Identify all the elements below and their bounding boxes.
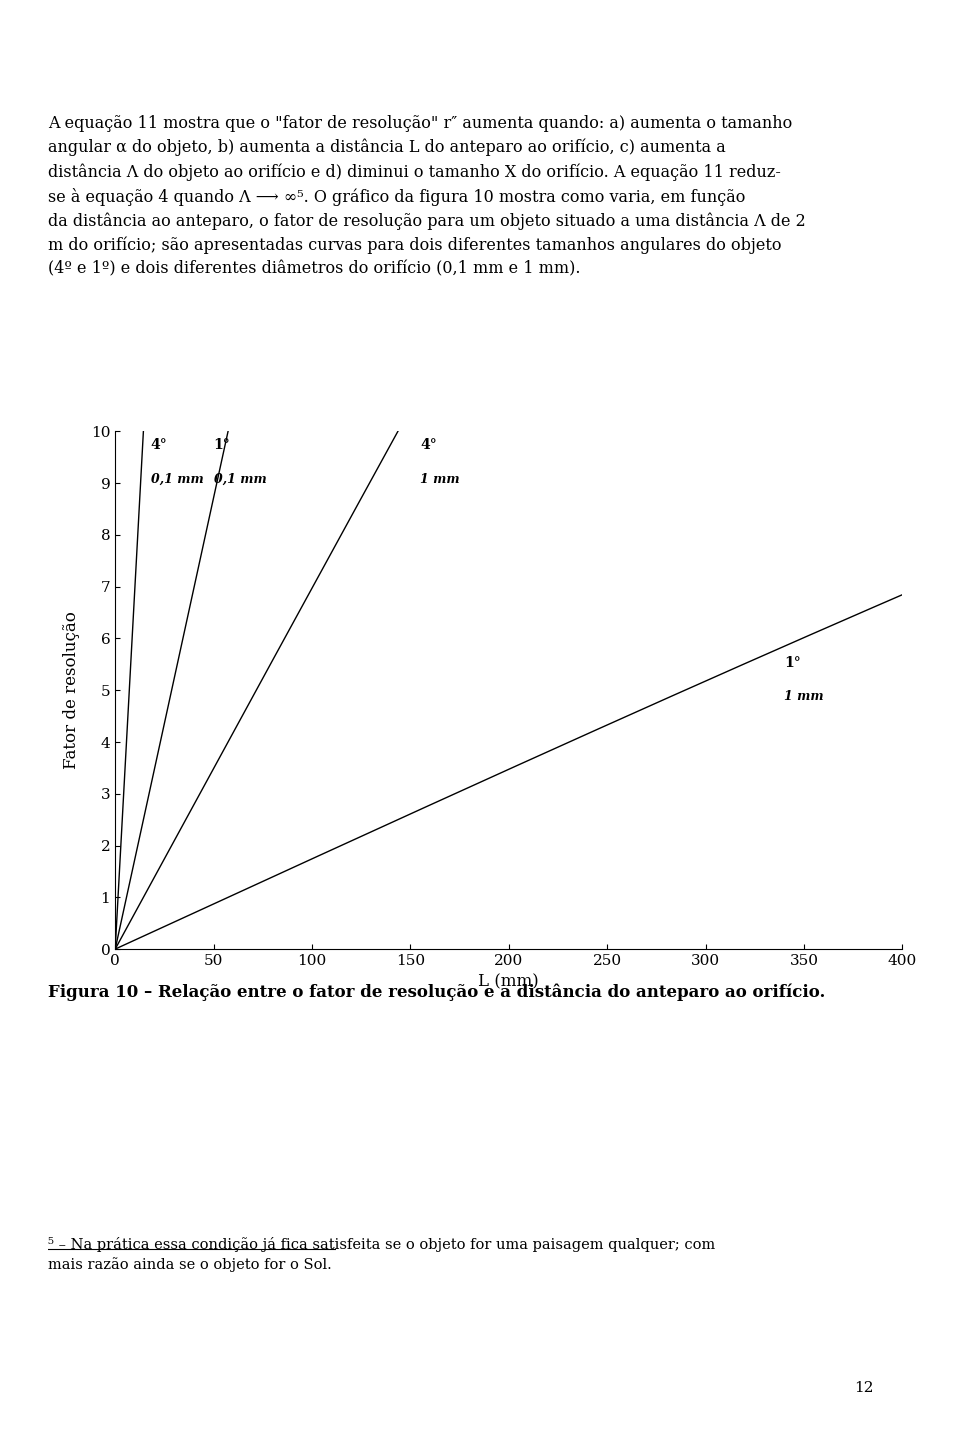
Text: 1 mm: 1 mm <box>420 473 460 486</box>
Text: 0,1 mm: 0,1 mm <box>213 473 266 486</box>
Text: A equação 11 mostra que o "fator de resolução" r″ aumenta quando: a) aumenta o t: A equação 11 mostra que o "fator de reso… <box>48 115 805 278</box>
Text: ⁵ – Na prática essa condição já fica satisfeita se o objeto for uma paisagem qua: ⁵ – Na prática essa condição já fica sat… <box>48 1237 715 1273</box>
Y-axis label: Fator de resolução: Fator de resolução <box>62 611 80 769</box>
Text: 1°: 1° <box>213 439 230 452</box>
X-axis label: L (mm): L (mm) <box>478 974 540 991</box>
Text: 12: 12 <box>854 1380 874 1395</box>
Text: Figura 10 – Relação entre o fator de resolução e a distância do anteparo ao orif: Figura 10 – Relação entre o fator de res… <box>48 984 826 1001</box>
Text: 1 mm: 1 mm <box>784 690 824 703</box>
Text: 4°: 4° <box>420 439 437 452</box>
Text: 4°: 4° <box>151 439 167 452</box>
Text: 1°: 1° <box>784 656 801 670</box>
Text: 0,1 mm: 0,1 mm <box>151 473 204 486</box>
